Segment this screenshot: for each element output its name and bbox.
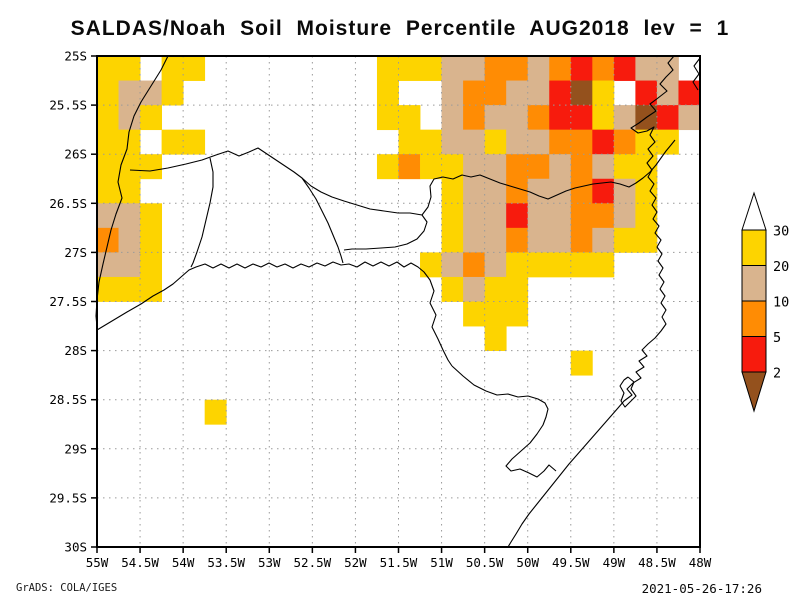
lat-tick-label: 27S [64,245,87,260]
lon-tick-label: 49W [603,555,626,570]
lon-tick-label: 53W [258,555,281,570]
lat-tick-label: 28S [64,343,87,358]
lat-tick-label: 27.5S [49,294,87,309]
colorbar-below-arrow [741,371,767,413]
lon-tick-label: 50W [516,555,539,570]
colorbar-label: 20 [773,259,789,275]
lat-tick-label: 29S [64,441,87,456]
lon-tick-label: 51W [430,555,453,570]
lon-tick-label: 52.5W [294,555,332,570]
lon-tick-label: 53.5W [207,555,245,570]
lon-tick-label: 48W [689,555,712,570]
lon-tick-label: 55W [86,555,109,570]
lat-tick-label: 28.5S [49,392,87,407]
lon-tick-label: 51.5W [380,555,418,570]
lat-axis: 25S 25.5S 26S 26.5S 27S 27.5S 28S 28.5S 29S 29.5S… [49,49,97,555]
lon-tick-label: 49.5W [552,555,590,570]
lon-tick-label: 52W [344,555,367,570]
colorbar-label: 30 [773,224,789,240]
lat-tick-label: 29.5S [49,490,87,505]
grads-credit: GrADS: COLA/IGES [16,582,118,594]
colorbar-label: 2 [773,366,781,382]
colorbar-label: 10 [773,295,789,311]
lat-tick-label: 26S [64,147,87,162]
lon-axis: 55W 54.5W 54W 53.5W 53W 52.5W 52W 51.5W 51W 50.5W… [86,547,712,570]
timestamp: 2021-05-26-17:26 [641,581,762,596]
colorbar-label: 5 [773,330,781,346]
lon-tick-label: 54.5W [121,555,159,570]
lon-tick-label: 54W [172,555,195,570]
lat-tick-label: 25S [64,49,87,64]
soil-moisture-cells [97,56,701,425]
graticule [97,56,700,547]
lat-tick-label: 26.5S [49,196,87,211]
lat-tick-label: 30S [64,540,87,555]
page-title: SALDAS/Noah Soil Moisture Percentile AUG… [70,17,730,40]
lon-tick-label: 50.5W [466,555,504,570]
lon-tick-label: 48.5W [638,555,676,570]
lat-tick-label: 25.5S [49,98,87,113]
colorbar: 30 20 10 5 2 [741,191,789,413]
map-boundaries [95,55,701,548]
colorbar-above-arrow [741,191,767,231]
